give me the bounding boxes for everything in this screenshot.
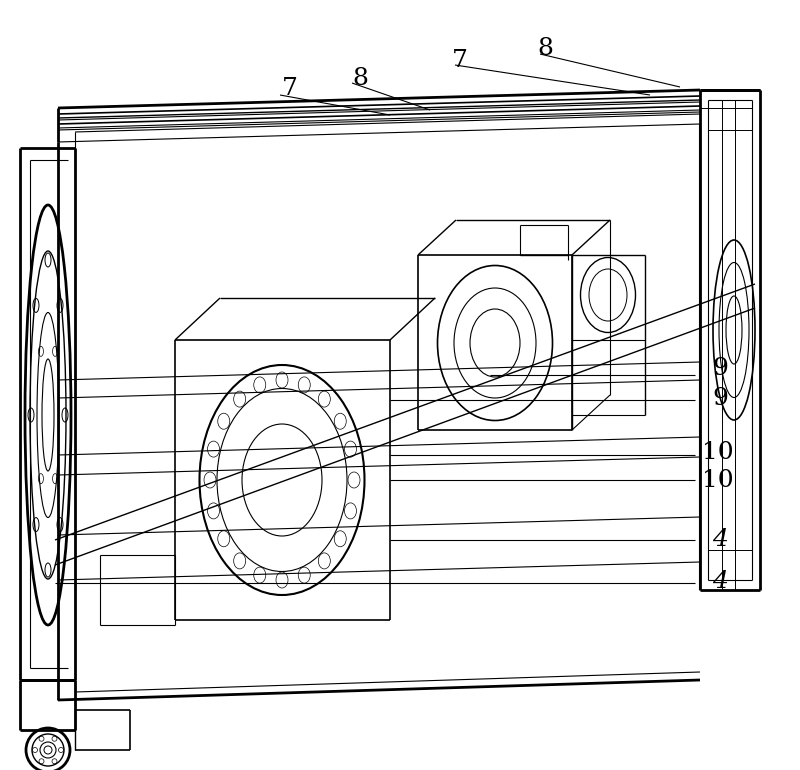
Text: 4: 4 — [712, 571, 728, 594]
Text: 8: 8 — [537, 36, 553, 59]
Text: 4: 4 — [712, 528, 728, 551]
Text: 9: 9 — [712, 387, 728, 410]
Text: 7: 7 — [282, 76, 298, 99]
Text: 8: 8 — [352, 66, 368, 89]
Text: 10: 10 — [702, 468, 734, 491]
Text: 10: 10 — [702, 440, 734, 464]
Text: 9: 9 — [712, 357, 728, 380]
Text: 7: 7 — [452, 49, 468, 72]
